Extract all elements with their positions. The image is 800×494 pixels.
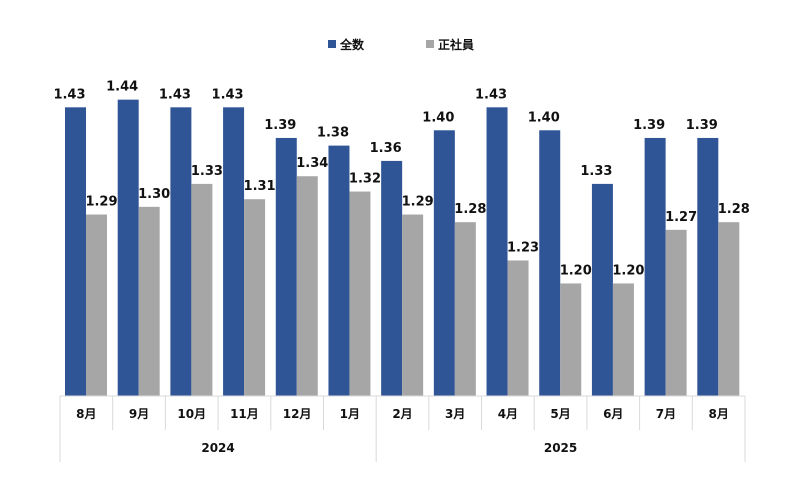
legend-label-regular: 正社員 (438, 37, 474, 52)
bar-regular (665, 229, 687, 396)
data-label-total: 1.43 (475, 87, 507, 102)
x-tick-label: 8月 (76, 407, 96, 421)
data-label-total: 1.44 (106, 80, 138, 95)
bar-total (697, 137, 719, 396)
data-label-regular: 1.23 (507, 240, 539, 255)
data-label-total: 1.39 (686, 118, 718, 133)
data-label-regular: 1.29 (85, 195, 117, 210)
data-label-regular: 1.34 (296, 156, 328, 171)
bar-regular (191, 183, 213, 396)
bar-total (223, 107, 245, 396)
data-label-regular: 1.31 (244, 179, 276, 194)
x-tick-label: 1月 (340, 407, 360, 421)
x-tick-label: 9月 (129, 407, 149, 421)
data-label-regular: 1.30 (138, 187, 170, 202)
x-tick-label: 11月 (230, 407, 259, 421)
bar-total (170, 107, 192, 396)
x-tick-label: 10月 (177, 407, 206, 421)
data-label-regular: 1.28 (454, 202, 486, 217)
data-label-regular: 1.27 (665, 210, 697, 225)
data-label-total: 1.36 (370, 141, 402, 156)
legend-swatch-regular (426, 40, 434, 48)
bar-total (275, 137, 297, 396)
data-label-total: 1.43 (212, 87, 244, 102)
bar-regular (454, 222, 476, 396)
legend-label-total: 全数 (339, 37, 365, 52)
bar-regular (349, 191, 371, 396)
data-label-total: 1.39 (633, 118, 665, 133)
bar-regular (296, 176, 318, 396)
data-label-total: 1.33 (580, 164, 612, 179)
bar-total (117, 99, 139, 396)
bar-regular (86, 214, 107, 396)
x-tick-label: 7月 (656, 407, 676, 421)
data-label-total: 1.40 (422, 110, 454, 125)
year-group-label: 2024 (201, 441, 234, 455)
data-label-regular: 1.29 (402, 195, 434, 210)
x-tick-label: 8月 (708, 407, 728, 421)
bar-total (591, 183, 613, 396)
data-label-regular: 1.20 (560, 263, 592, 278)
bar-regular (138, 206, 160, 396)
year-group-label: 2025 (544, 441, 577, 455)
bar-regular (507, 260, 529, 396)
data-label-regular: 1.20 (612, 263, 644, 278)
data-label-regular: 1.28 (718, 202, 750, 217)
bar-total (433, 130, 455, 396)
data-label-regular: 1.33 (191, 164, 223, 179)
x-tick-label: 2月 (392, 407, 412, 421)
data-label-total: 1.40 (528, 110, 560, 125)
bar-total (65, 107, 86, 396)
legend-swatch-total (328, 40, 336, 48)
x-tick-label: 3月 (445, 407, 465, 421)
data-label-total: 1.38 (317, 126, 349, 141)
x-tick-label: 12月 (283, 407, 312, 421)
bar-total (644, 137, 666, 396)
legend: 全数 正社員 (328, 37, 474, 52)
data-label-total: 1.43 (159, 87, 191, 102)
bar-total (539, 130, 561, 396)
bar-regular (402, 214, 424, 396)
bar-total (486, 107, 508, 396)
x-tick-label: 5月 (550, 407, 570, 421)
x-tick-label: 4月 (498, 407, 518, 421)
data-label-total: 1.39 (264, 118, 296, 133)
bar-total (328, 145, 350, 396)
bar-regular (612, 283, 634, 396)
bar-total (381, 160, 403, 396)
data-label-total: 1.43 (53, 87, 85, 102)
bar-regular (244, 199, 266, 396)
data-label-regular: 1.32 (349, 172, 381, 187)
x-tick-label: 6月 (603, 407, 623, 421)
bar-regular (560, 283, 582, 396)
bar-regular (718, 222, 740, 396)
